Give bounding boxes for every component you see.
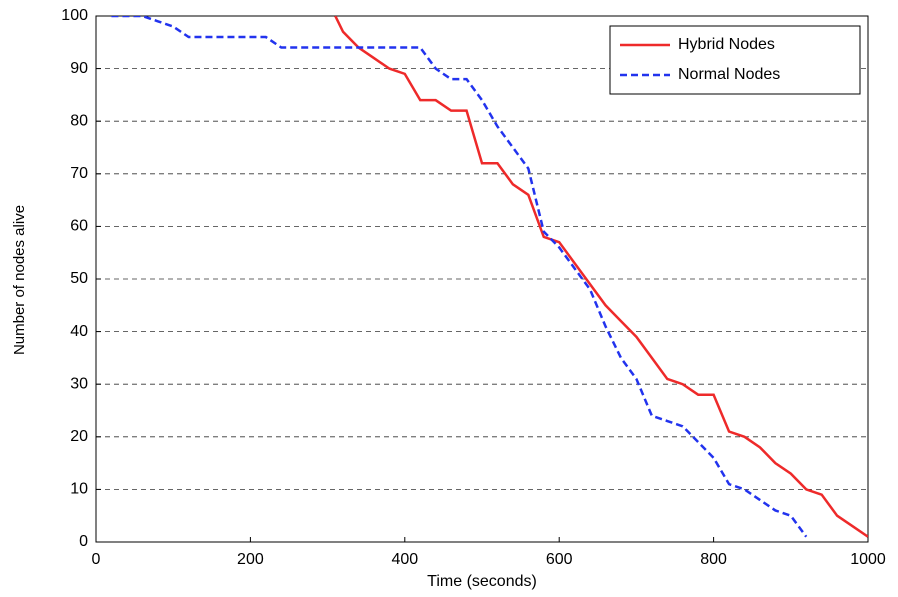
- y-tick-label: 0: [79, 533, 88, 550]
- y-tick-label: 70: [70, 165, 88, 182]
- x-axis-label: Time (seconds): [427, 573, 537, 590]
- y-tick-label: 100: [61, 7, 88, 24]
- legend-label: Normal Nodes: [678, 66, 780, 83]
- x-tick-label: 200: [237, 551, 264, 568]
- x-tick-label: 400: [391, 551, 418, 568]
- y-tick-label: 20: [70, 428, 88, 445]
- legend-label: Hybrid Nodes: [678, 36, 775, 53]
- y-tick-label: 30: [70, 375, 88, 392]
- x-tick-label: 1000: [850, 551, 886, 568]
- plot-frame: [95, 15, 869, 543]
- y-tick-label: 10: [70, 481, 88, 498]
- y-axis-label: Number of nodes alive: [11, 205, 28, 355]
- y-tick-label: 40: [70, 323, 88, 340]
- y-tick-label: 80: [70, 112, 88, 129]
- x-tick-label: 0: [92, 551, 101, 568]
- legend-box: [609, 25, 861, 95]
- y-tick-label: 50: [70, 270, 88, 287]
- y-tick-label: 90: [70, 60, 88, 77]
- line-series: [111, 16, 808, 538]
- y-tick-label: 60: [70, 218, 88, 235]
- line-series: [334, 16, 868, 538]
- x-tick-label: 600: [546, 551, 573, 568]
- x-tick-label: 800: [700, 551, 727, 568]
